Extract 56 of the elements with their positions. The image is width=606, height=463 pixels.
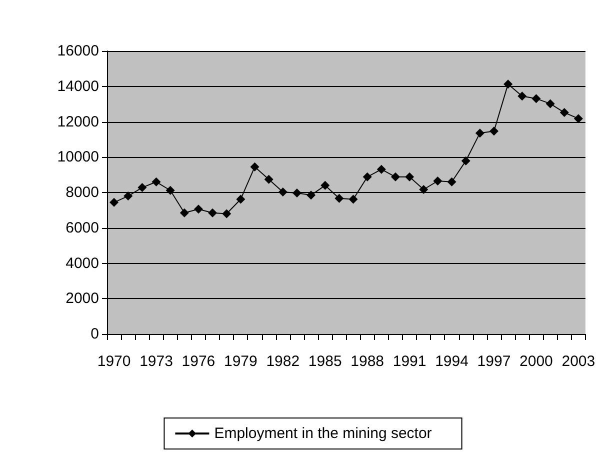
point [320, 180, 330, 190]
point [504, 80, 513, 89]
x-tick-label: 1997 [477, 353, 511, 370]
point [461, 156, 470, 166]
point [532, 94, 541, 104]
y-tick-label: 10000 [57, 148, 99, 166]
x-tick-label: 1982 [266, 353, 300, 370]
point [222, 209, 232, 218]
point [447, 177, 456, 186]
point [419, 184, 428, 194]
y-tick-label: 14000 [57, 78, 99, 95]
point [180, 208, 189, 218]
y-tick-label: 6000 [66, 219, 99, 236]
x-tick-label: 1988 [350, 353, 384, 370]
y-tick-label: 0 [90, 326, 99, 342]
point [405, 172, 414, 182]
point [489, 126, 498, 136]
point [376, 164, 386, 174]
point [390, 172, 400, 182]
x-tick-label: 1970 [97, 353, 131, 370]
legend-label: Employment in the mining sector [214, 425, 432, 442]
point [152, 177, 161, 186]
point [560, 108, 569, 118]
point [362, 172, 372, 182]
y-tick-label: 12000 [57, 113, 99, 130]
x-tick-label: 1979 [224, 353, 258, 370]
point [264, 174, 274, 184]
point [236, 194, 246, 204]
y-tick-label: 16000 [57, 42, 99, 60]
point [110, 198, 119, 207]
y-tick-label: 8000 [66, 184, 99, 201]
x-tick-label: 1976 [182, 353, 216, 370]
x-tick-label: 1994 [435, 353, 468, 370]
point [574, 114, 583, 124]
point [475, 128, 484, 138]
y-tick-label: 2000 [66, 290, 99, 308]
x-tick-label: 2000 [520, 353, 553, 370]
point [138, 183, 147, 192]
point [124, 192, 133, 201]
x-tick-label: 2003 [562, 353, 596, 370]
point [208, 208, 218, 218]
point [250, 162, 260, 172]
point [166, 186, 175, 195]
point [518, 92, 527, 101]
point [348, 194, 358, 204]
point [433, 176, 442, 186]
x-tick-label: 1985 [308, 353, 342, 370]
point [306, 190, 316, 200]
point [546, 99, 555, 108]
point [292, 188, 302, 198]
x-tick-label: 1973 [140, 353, 173, 370]
x-tick-label: 1991 [392, 353, 426, 370]
point [278, 187, 288, 196]
point [334, 194, 344, 203]
point [194, 204, 203, 214]
y-tick-label: 4000 [66, 254, 99, 272]
